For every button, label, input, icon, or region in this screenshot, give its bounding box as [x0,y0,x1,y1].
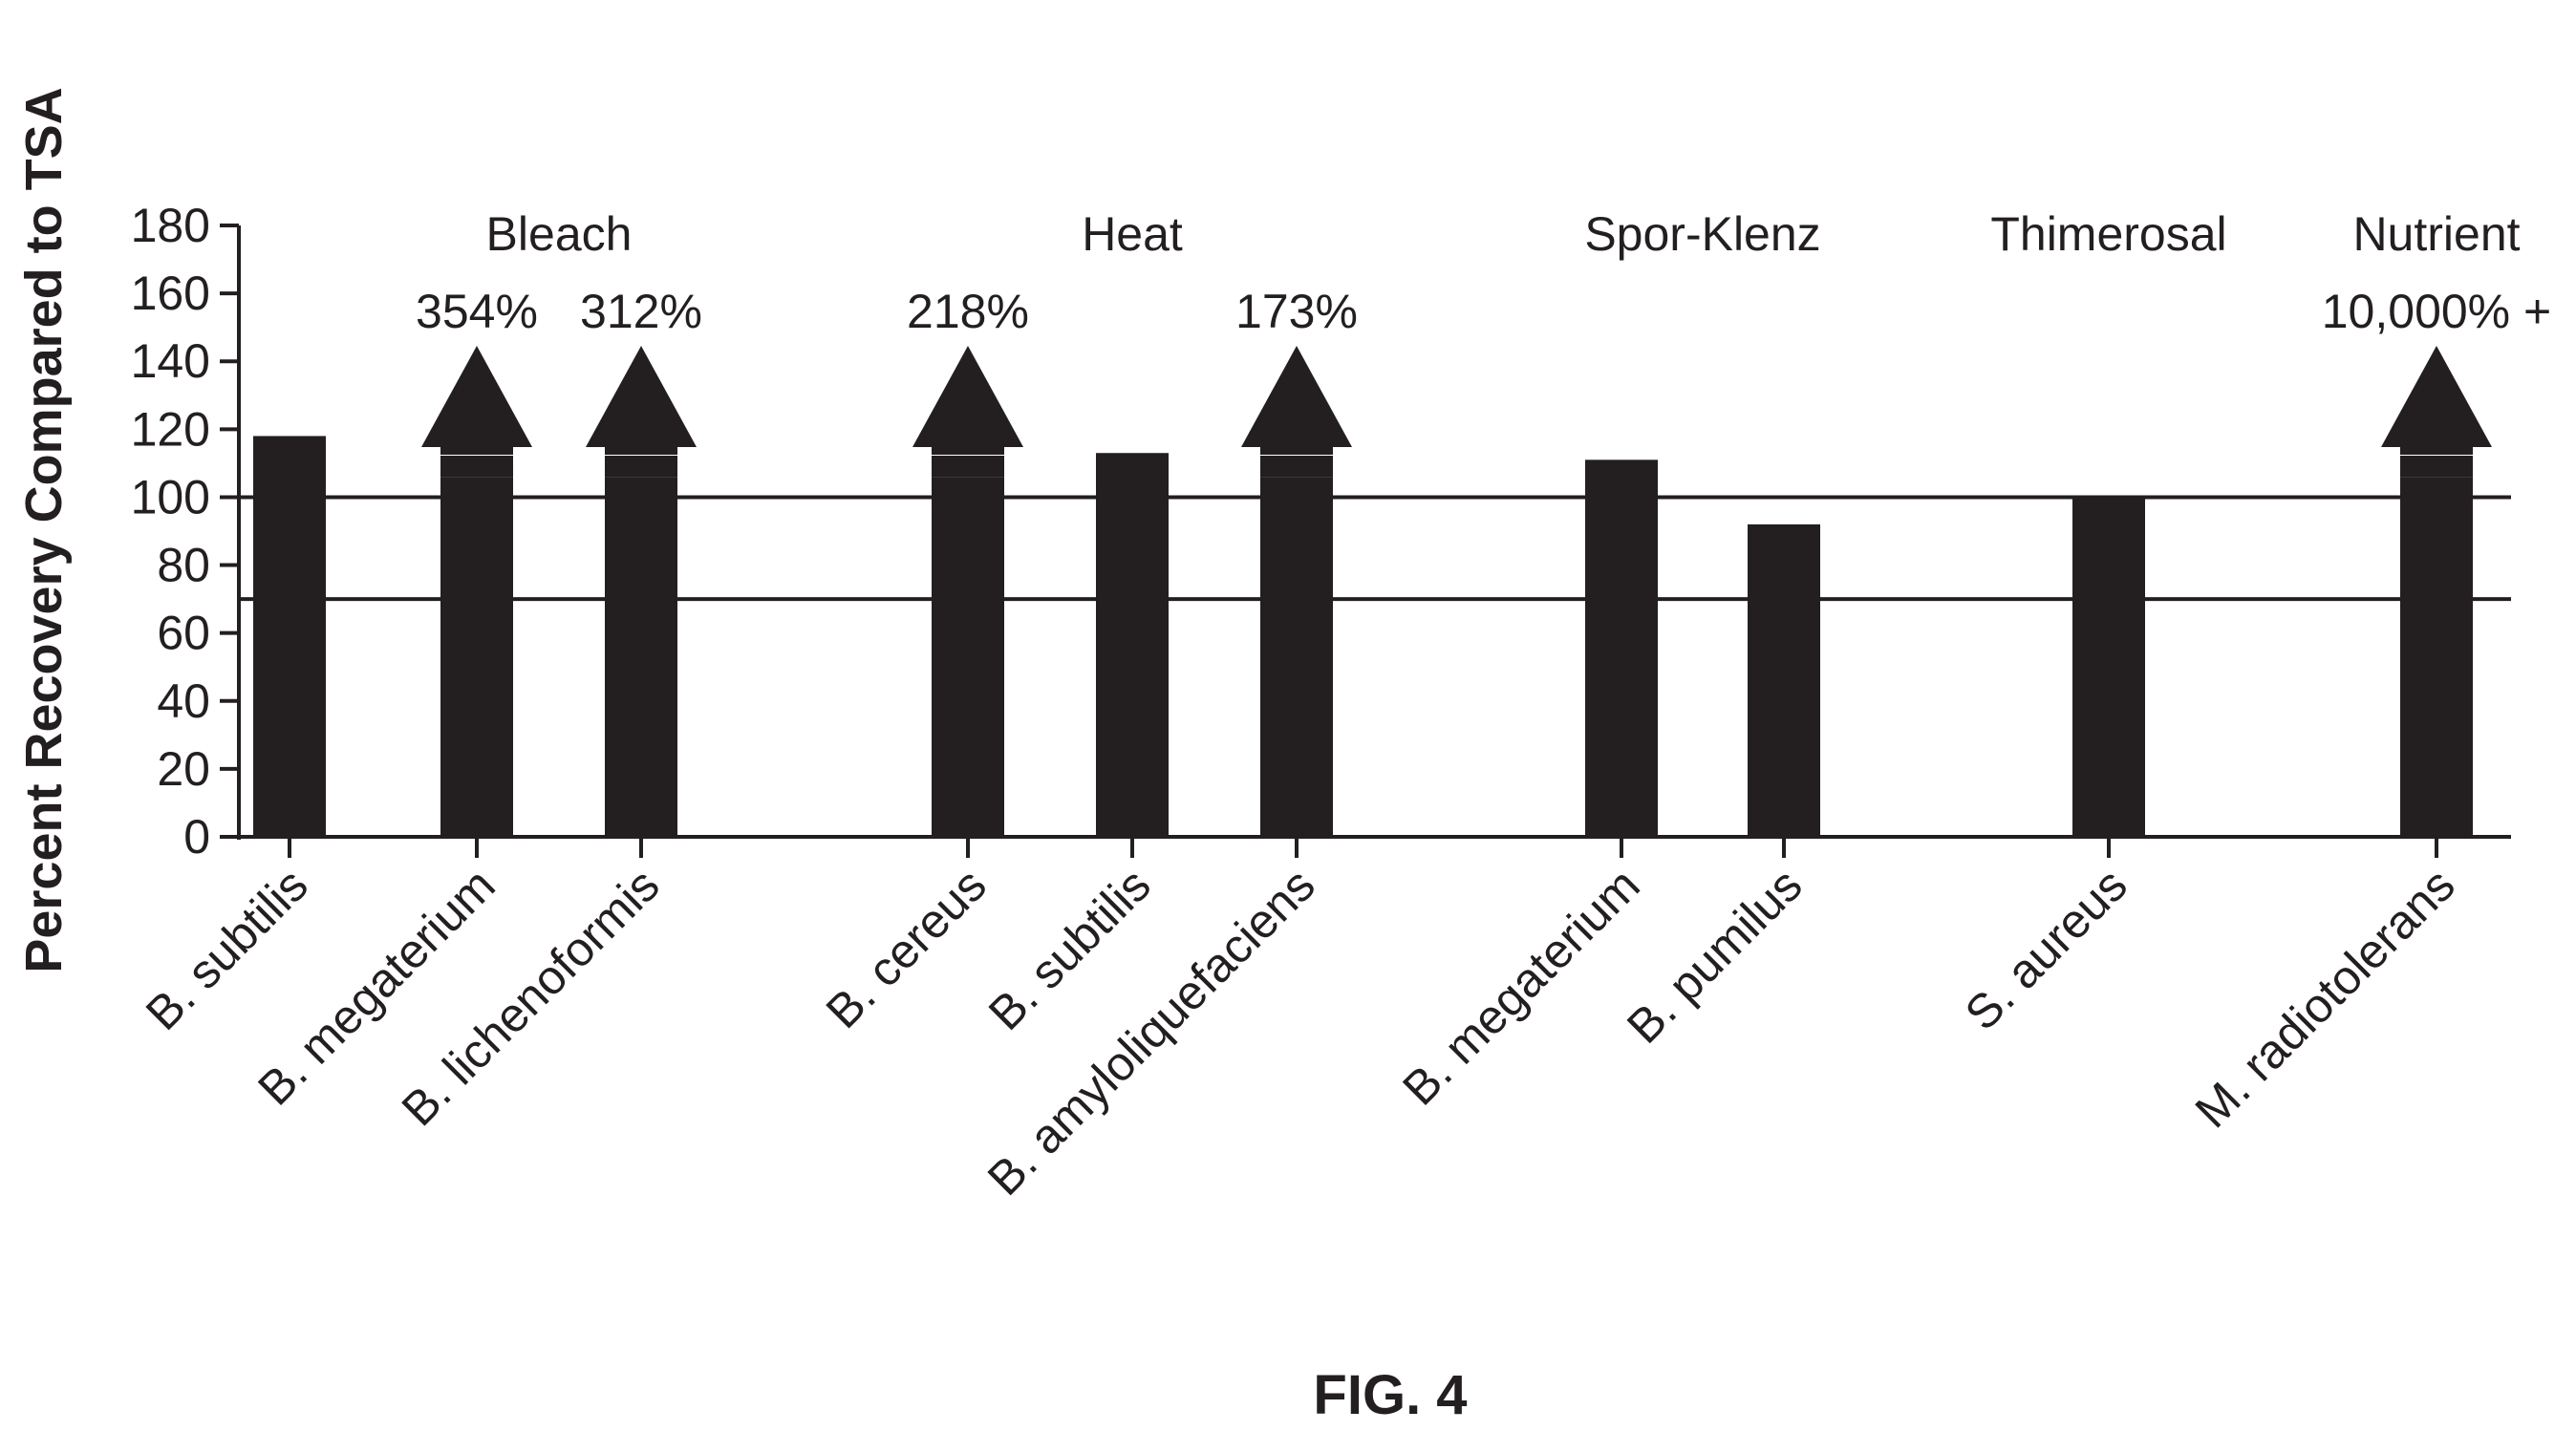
group-label-4: Nutrient [2352,207,2520,261]
y-tick-label-140: 140 [131,334,210,388]
y-tick-label-180: 180 [131,199,210,252]
bar-8 [2072,497,2145,837]
y-tick-label-40: 40 [157,674,210,728]
arrow-shaft-3 [932,446,1004,455]
arrow-head-9 [2381,346,2492,447]
arrow-segment-9 [2400,456,2473,477]
category-label-5: B. amyloliquefaciens [977,858,1325,1206]
arrow-shaft-5 [1260,446,1333,455]
y-tick-label-80: 80 [157,539,210,592]
y-tick-label-120: 120 [131,402,210,456]
off-scale-arrow-9 [2381,346,2492,477]
reference-lines [239,495,2511,602]
value-label-1: 354% [416,285,538,338]
off-scale-arrow-2 [586,346,697,477]
y-tick-label-60: 60 [157,607,210,660]
x-axis [237,835,2511,858]
arrow-head-1 [421,346,532,447]
bar-0 [253,436,326,837]
category-label-0: B. subtilis [136,858,318,1040]
bar-6 [1585,459,1658,837]
arrow-segment-3 [932,456,1004,477]
bars [253,346,2492,837]
y-tick-label-160: 160 [131,267,210,320]
value-label-2: 312% [580,285,702,338]
arrow-segment-2 [605,456,677,477]
bar-4 [1096,453,1169,837]
category-label-9: M. radiotolerans [2185,858,2465,1138]
y-tick-label-100: 100 [131,470,210,523]
category-label-6: B. megaterium [1392,858,1649,1115]
arrow-head-3 [912,346,1023,447]
y-tick-label-20: 20 [157,742,210,796]
bar-1 [440,477,513,837]
off-scale-arrow-1 [421,346,532,477]
bar-7 [1748,523,1820,837]
arrow-shaft-1 [440,446,513,455]
y-axis-label: Percent Recovery Compared to TSA [15,87,73,972]
arrow-segment-1 [440,456,513,477]
value-label-3: 218% [907,285,1029,338]
off-scale-arrow-3 [912,346,1023,477]
y-axis: 0 20 40 60 80 100 120 140 160 180 [131,199,241,864]
group-labels: Bleach Heat Spor-Klenz Thimerosal Nutrient [486,207,2521,261]
group-label-3: Thimerosal [1990,207,2226,261]
value-label-5: 173% [1235,285,1358,338]
arrow-segment-5 [1260,456,1333,477]
group-label-1: Heat [1082,207,1183,261]
value-labels: 354% 312% 218% 173% 10,000% + [416,285,2551,338]
group-label-0: Bleach [486,207,633,261]
bar-3 [932,477,1004,837]
arrow-head-2 [586,346,697,447]
group-label-2: Spor-Klenz [1584,207,1820,261]
bar-9 [2400,477,2473,837]
arrow-shaft-9 [2400,446,2473,455]
value-label-9: 10,000% + [2322,285,2551,338]
y-tick-label-0: 0 [183,810,210,864]
arrow-shaft-2 [605,446,677,455]
category-label-7: B. pumilus [1617,858,1813,1054]
bar-2 [605,477,677,837]
category-label-3: B. cereus [816,858,997,1038]
arrow-head-5 [1241,346,1352,447]
off-scale-arrow-5 [1241,346,1352,477]
bar-5 [1260,477,1333,837]
figure-label: FIG. 4 [1313,1364,1467,1426]
category-label-8: S. aureus [1955,858,2137,1040]
